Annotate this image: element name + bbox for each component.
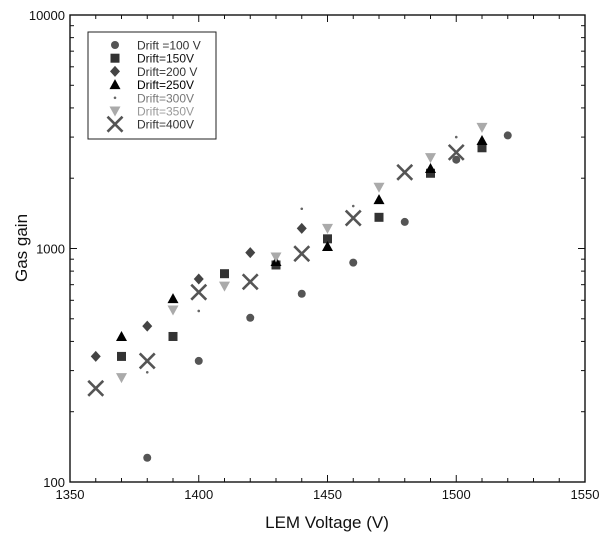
- data-point: [193, 273, 204, 285]
- data-point: [145, 370, 149, 374]
- data-point: [116, 330, 127, 341]
- data-point: [477, 143, 487, 153]
- data-point: [143, 453, 152, 462]
- data-point: [245, 247, 256, 259]
- data-point: [476, 122, 488, 133]
- data-point: [219, 281, 230, 292]
- data-point: [349, 258, 358, 267]
- data-point: [452, 155, 461, 164]
- series-7: [87, 143, 465, 397]
- data-point: [400, 217, 409, 226]
- x-tick-label: 1550: [571, 487, 600, 502]
- data-points: [87, 122, 512, 462]
- data-point: [454, 135, 458, 139]
- data-point: [270, 252, 282, 263]
- data-point: [344, 209, 362, 227]
- legend-marker: [111, 41, 119, 49]
- data-point: [138, 352, 156, 370]
- axis-ticks: [69, 14, 586, 483]
- x-tick-label: 1400: [184, 487, 213, 502]
- legend-box: [87, 31, 217, 140]
- x-tick-label: 1350: [56, 487, 85, 502]
- legend-label: Drift=250V: [137, 78, 194, 92]
- legend-label: Drift =100 V: [137, 39, 201, 53]
- series-6: [116, 122, 488, 384]
- legend-label: Drift=150V: [137, 52, 194, 66]
- legend-label: Drift=300V: [137, 91, 194, 105]
- series-1: [143, 131, 512, 462]
- legend-label: Drift=200 V: [137, 65, 197, 79]
- data-point: [447, 143, 465, 161]
- data-point: [322, 223, 333, 234]
- series-5: [145, 135, 458, 374]
- data-point: [190, 283, 208, 301]
- data-point: [297, 289, 306, 298]
- legend-marker: [110, 53, 120, 63]
- data-point: [396, 163, 414, 181]
- data-point: [167, 305, 179, 316]
- data-point: [351, 204, 355, 208]
- data-point: [373, 194, 385, 205]
- data-point: [241, 273, 259, 291]
- y-axis-title: Gas gain: [12, 214, 31, 282]
- data-point: [426, 168, 435, 178]
- legend-marker: [106, 115, 124, 133]
- legend-marker: [109, 106, 121, 117]
- data-point: [425, 163, 436, 174]
- data-point: [476, 135, 488, 146]
- legend-marker: [109, 79, 121, 90]
- data-point: [90, 350, 101, 362]
- data-point: [220, 269, 229, 279]
- data-point: [194, 356, 203, 365]
- data-point: [503, 131, 512, 140]
- data-point: [87, 379, 105, 397]
- legend-marker: [110, 65, 120, 77]
- data-point: [374, 212, 384, 222]
- y-tick-label: 100: [43, 475, 65, 490]
- x-tick-label: 1450: [313, 487, 342, 502]
- data-point: [373, 182, 385, 193]
- legend-label: Drift=400V: [137, 118, 194, 132]
- y-tick-label: 10000: [29, 8, 65, 23]
- series-3: [90, 222, 307, 362]
- data-point: [246, 313, 255, 322]
- legend-marker: [113, 96, 117, 100]
- data-point: [323, 234, 332, 244]
- data-point: [168, 331, 178, 341]
- data-point: [300, 207, 304, 211]
- data-point: [117, 351, 126, 361]
- data-point: [293, 245, 311, 263]
- data-point: [425, 153, 436, 164]
- data-point: [296, 222, 307, 234]
- data-point: [322, 240, 333, 251]
- data-point: [116, 373, 127, 384]
- x-axis-title: LEM Voltage (V): [265, 513, 389, 532]
- axis-tick-labels: 1350 1400 1450 1500 1550 100 1000 10000: [29, 8, 600, 502]
- y-tick-label: 1000: [36, 242, 65, 257]
- legend-label: Drift=350V: [137, 105, 194, 119]
- data-point: [142, 320, 153, 332]
- data-point: [197, 309, 201, 313]
- x-tick-label: 1500: [442, 487, 471, 502]
- data-point: [167, 293, 179, 304]
